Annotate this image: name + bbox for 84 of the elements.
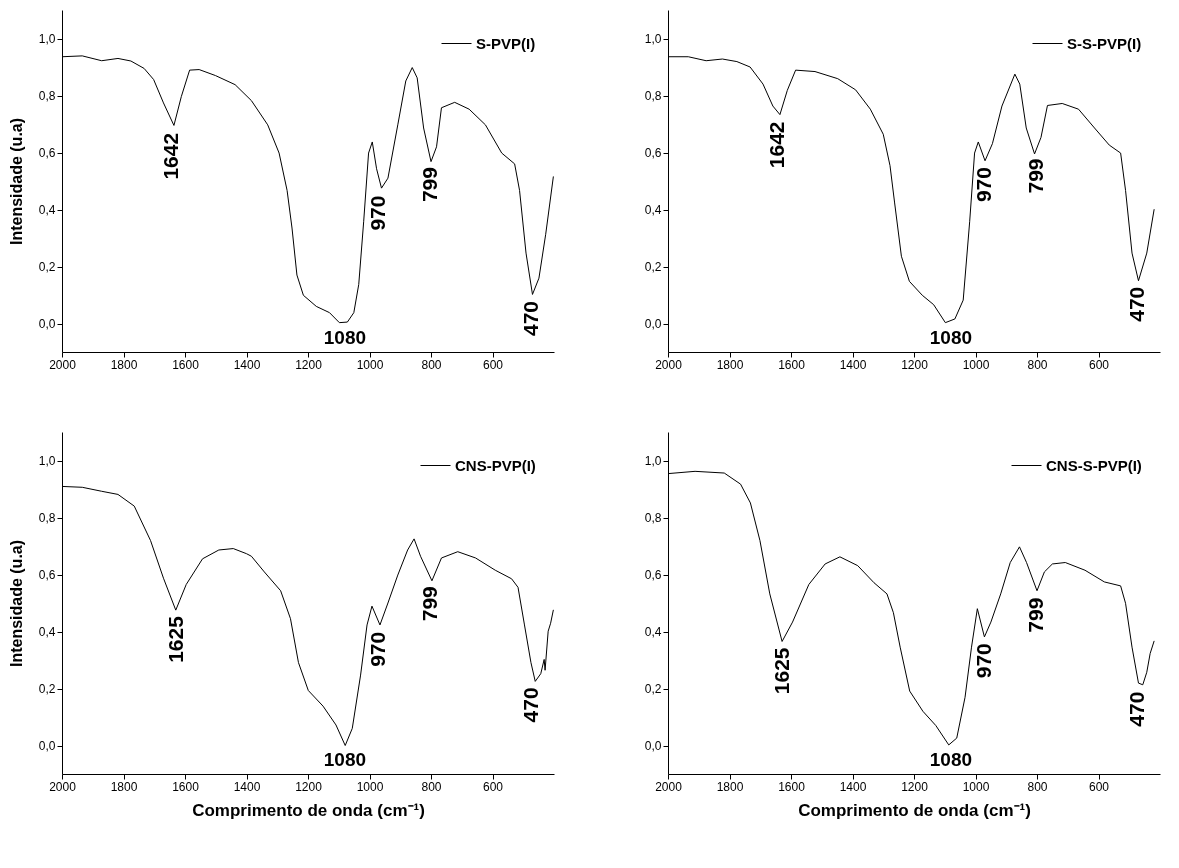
annotation: 799 [418, 586, 442, 622]
y-tick-label: 0,4 [38, 625, 56, 639]
legend-label: CNS-PVP(I) [455, 456, 536, 474]
annotation: 470 [519, 301, 543, 337]
x-tick-label: 1400 [839, 779, 867, 794]
x-tick-label: 1200 [295, 779, 323, 794]
y-tick-label: 0,6 [644, 146, 662, 160]
x-tick-label: 1800 [110, 779, 138, 794]
x-tick-label: 1200 [901, 779, 929, 794]
x-tick-label: 1400 [839, 357, 867, 372]
annotation: 1080 [323, 326, 367, 348]
legend-label: S-PVP(I) [476, 34, 536, 52]
y-tick-label: 0,8 [644, 89, 662, 103]
legend-label: S-S-PVP(I) [1067, 34, 1142, 52]
x-tick-label: 1800 [716, 357, 744, 372]
annotation: 470 [1125, 691, 1149, 727]
x-axis-title: Comprimento de onda (cm⁻¹) [798, 800, 1031, 820]
x-tick-label: 1000 [962, 779, 990, 794]
x-tick-label: 1600 [778, 357, 806, 372]
y-tick-label: 0,0 [644, 317, 662, 331]
x-tick-label: 1000 [962, 357, 990, 372]
x-tick-label: 1200 [295, 357, 323, 372]
y-tick-label: 0,8 [38, 511, 56, 525]
y-tick-label: 0,2 [644, 260, 662, 274]
x-tick-label: 1400 [233, 779, 261, 794]
annotation: 970 [365, 195, 389, 231]
x-tick-label: 1600 [172, 357, 200, 372]
x-tick-label: 1000 [356, 357, 384, 372]
y-tick-label: 0,4 [644, 203, 662, 217]
y-tick-label: 0,4 [38, 203, 56, 217]
y-tick-label: 0,8 [644, 511, 662, 525]
annotation: 799 [1024, 158, 1048, 194]
legend-label: CNS-S-PVP(I) [1046, 456, 1142, 474]
y-tick-label: 0,0 [38, 317, 56, 331]
y-tick-label: 0,8 [38, 89, 56, 103]
y-tick-label: 1,0 [644, 32, 662, 46]
annotation: 970 [365, 631, 389, 667]
y-tick-label: 0,4 [644, 625, 662, 639]
x-tick-label: 1400 [233, 357, 261, 372]
x-tick-label: 600 [482, 357, 504, 372]
y-tick-label: 0,2 [38, 682, 56, 696]
annotation: 1625 [164, 615, 188, 663]
y-tick-label: 0,2 [644, 682, 662, 696]
x-tick-label: 1600 [172, 779, 200, 794]
annotation: 470 [1125, 286, 1149, 322]
annotation: 799 [1024, 597, 1048, 633]
y-tick-label: 0,6 [38, 568, 56, 582]
y-tick-label: 0,0 [644, 739, 662, 753]
y-tick-label: 0,6 [644, 568, 662, 582]
x-tick-label: 2000 [49, 779, 77, 794]
annotation: 1642 [159, 132, 183, 180]
x-tick-label: 800 [421, 779, 442, 794]
x-tick-label: 1000 [356, 779, 384, 794]
x-tick-label: 1200 [901, 357, 929, 372]
x-tick-label: 800 [1027, 779, 1048, 794]
y-tick-label: 1,0 [38, 454, 56, 468]
x-tick-label: 2000 [655, 779, 683, 794]
x-tick-label: 600 [482, 779, 504, 794]
x-tick-label: 1800 [716, 779, 744, 794]
y-tick-label: 0,6 [38, 146, 56, 160]
annotation: 1080 [929, 326, 973, 348]
y-tick-label: 0,2 [38, 260, 56, 274]
x-tick-label: 800 [421, 357, 442, 372]
y-tick-label: 1,0 [38, 32, 56, 46]
x-tick-label: 2000 [655, 357, 683, 372]
annotation: 1080 [323, 748, 367, 770]
x-tick-label: 800 [1027, 357, 1048, 372]
annotation: 1080 [929, 748, 973, 770]
annotation: 970 [971, 167, 995, 203]
y-tick-label: 1,0 [644, 454, 662, 468]
annotation: 1642 [765, 121, 789, 169]
y-tick-label: 0,0 [38, 739, 56, 753]
y-axis-title: Intensidade (u.a) [7, 539, 25, 668]
annotation: 470 [519, 687, 543, 723]
x-tick-label: 600 [1088, 357, 1110, 372]
x-axis-title: Comprimento de onda (cm⁻¹) [192, 800, 425, 820]
annotation: 970 [971, 643, 995, 679]
annotation: 1625 [770, 647, 794, 695]
annotation: 799 [418, 167, 442, 203]
x-tick-label: 1800 [110, 357, 138, 372]
x-tick-label: 600 [1088, 779, 1110, 794]
x-tick-label: 2000 [49, 357, 77, 372]
x-tick-label: 1600 [778, 779, 806, 794]
y-axis-title: Intensidade (u.a) [7, 117, 25, 246]
